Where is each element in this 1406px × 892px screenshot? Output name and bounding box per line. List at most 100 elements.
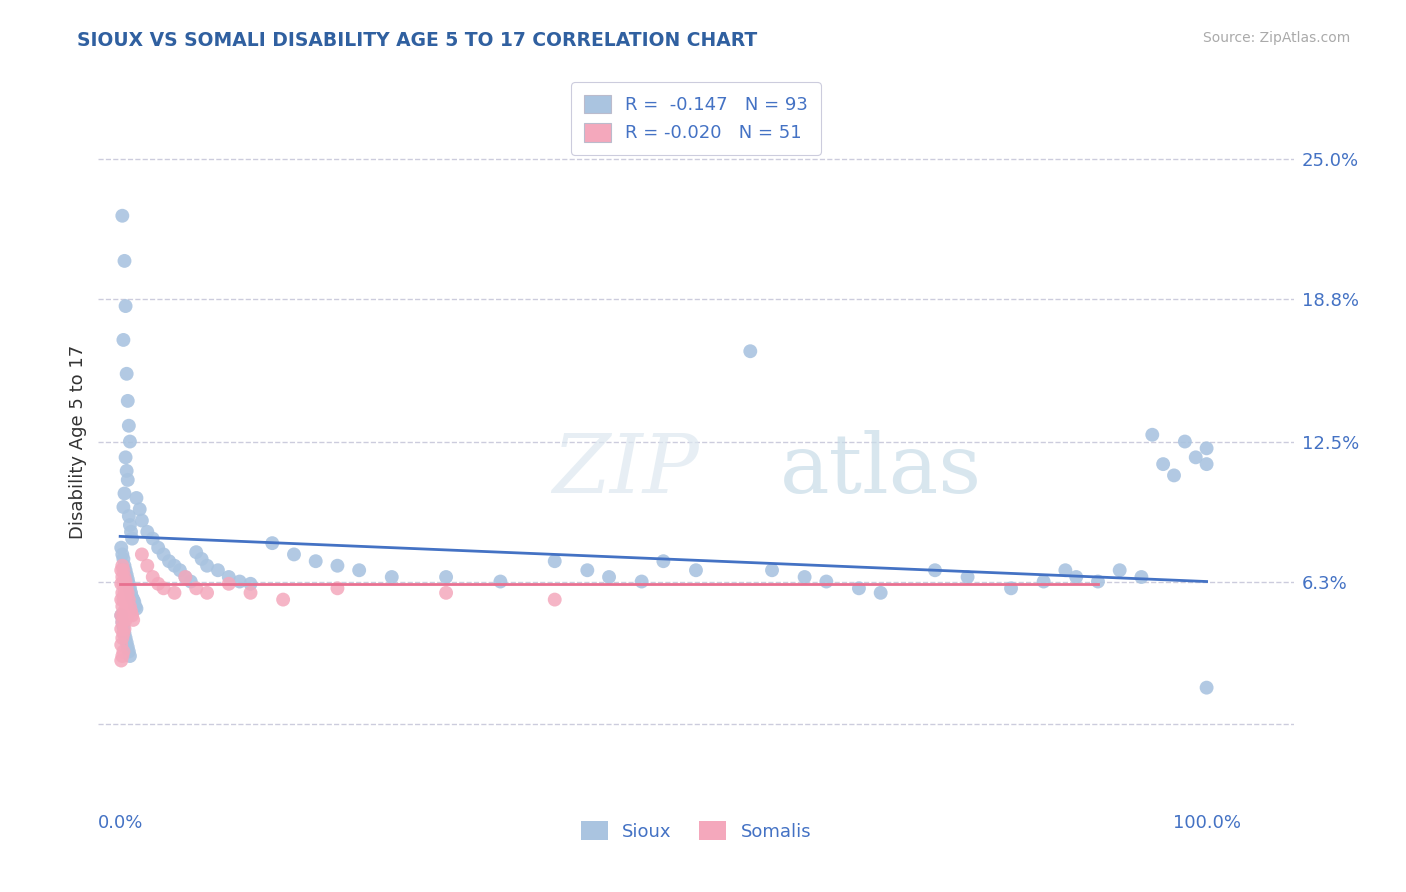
Point (110, 592, 132, 607)
Point (326, 582, 349, 596)
Point (1195, 457, 1218, 471)
Point (111, 548, 134, 562)
Point (114, 604, 136, 618)
Point (434, 586, 457, 600)
Point (630, 574, 652, 589)
Point (114, 563, 136, 577)
Point (120, 524, 142, 539)
Point (956, 570, 979, 584)
Point (121, 532, 143, 546)
Point (114, 622, 136, 636)
Point (117, 473, 139, 487)
Point (152, 582, 174, 596)
Point (122, 613, 145, 627)
Point (118, 599, 141, 614)
Point (110, 638, 132, 652)
Point (118, 592, 141, 607)
Point (114, 450, 136, 465)
Point (271, 592, 294, 607)
Point (117, 572, 139, 586)
Point (1174, 434, 1197, 449)
Text: ZIP: ZIP (553, 431, 699, 510)
Point (347, 563, 370, 577)
Point (118, 576, 141, 591)
Point (1000, 582, 1022, 596)
Point (1163, 468, 1185, 483)
Point (148, 541, 170, 555)
Point (1142, 427, 1164, 442)
Point (111, 570, 134, 584)
Point (815, 574, 838, 589)
Point (111, 599, 134, 614)
Point (111, 209, 134, 223)
Point (120, 586, 142, 600)
Point (115, 464, 138, 478)
Point (114, 592, 136, 607)
Point (381, 570, 404, 584)
Point (114, 626, 136, 640)
Point (174, 570, 197, 584)
Point (112, 626, 135, 640)
Point (110, 654, 132, 668)
Point (1130, 570, 1153, 584)
Point (136, 524, 159, 539)
Point (169, 563, 191, 577)
Point (114, 299, 136, 313)
Point (110, 541, 132, 555)
Point (652, 554, 675, 568)
Point (118, 434, 141, 449)
Point (124, 595, 146, 609)
Point (576, 563, 599, 577)
Point (142, 532, 165, 546)
Text: SIOUX VS SOMALI DISABILITY AGE 5 TO 17 CORRELATION CHART: SIOUX VS SOMALI DISABILITY AGE 5 TO 17 C… (77, 31, 758, 50)
Point (112, 333, 135, 347)
Point (110, 576, 132, 591)
Point (120, 604, 142, 618)
Y-axis label: Disability Age 5 to 17: Disability Age 5 to 17 (69, 344, 87, 539)
Text: Source: ZipAtlas.com: Source: ZipAtlas.com (1202, 31, 1350, 45)
Point (434, 570, 457, 584)
Point (117, 393, 139, 408)
Point (1152, 457, 1174, 471)
Point (110, 608, 132, 623)
Point (239, 576, 262, 591)
Point (112, 576, 135, 591)
Point (685, 563, 707, 577)
Point (118, 518, 141, 533)
Point (848, 582, 870, 596)
Point (114, 253, 136, 268)
Point (112, 620, 135, 634)
Point (228, 574, 250, 589)
Point (114, 613, 136, 627)
Point (1108, 563, 1130, 577)
Point (117, 586, 139, 600)
Point (262, 536, 284, 550)
Point (186, 582, 208, 596)
Point (1032, 574, 1054, 589)
Point (110, 563, 132, 577)
Point (142, 570, 165, 584)
Point (112, 592, 135, 607)
Point (117, 640, 139, 654)
Point (118, 582, 141, 596)
Point (114, 586, 136, 600)
Point (186, 545, 208, 559)
Point (111, 586, 134, 600)
Point (869, 586, 891, 600)
Point (114, 570, 136, 584)
Legend: Sioux, Somalis: Sioux, Somalis (574, 814, 818, 848)
Point (118, 648, 141, 663)
Point (112, 500, 135, 514)
Point (740, 344, 762, 359)
Point (326, 558, 349, 573)
Point (195, 586, 218, 600)
Point (114, 486, 136, 500)
Point (114, 558, 136, 573)
Point (111, 648, 134, 663)
Point (157, 554, 180, 568)
Point (122, 592, 145, 607)
Point (136, 558, 159, 573)
Point (111, 631, 134, 645)
Point (1064, 570, 1087, 584)
Point (111, 615, 134, 630)
